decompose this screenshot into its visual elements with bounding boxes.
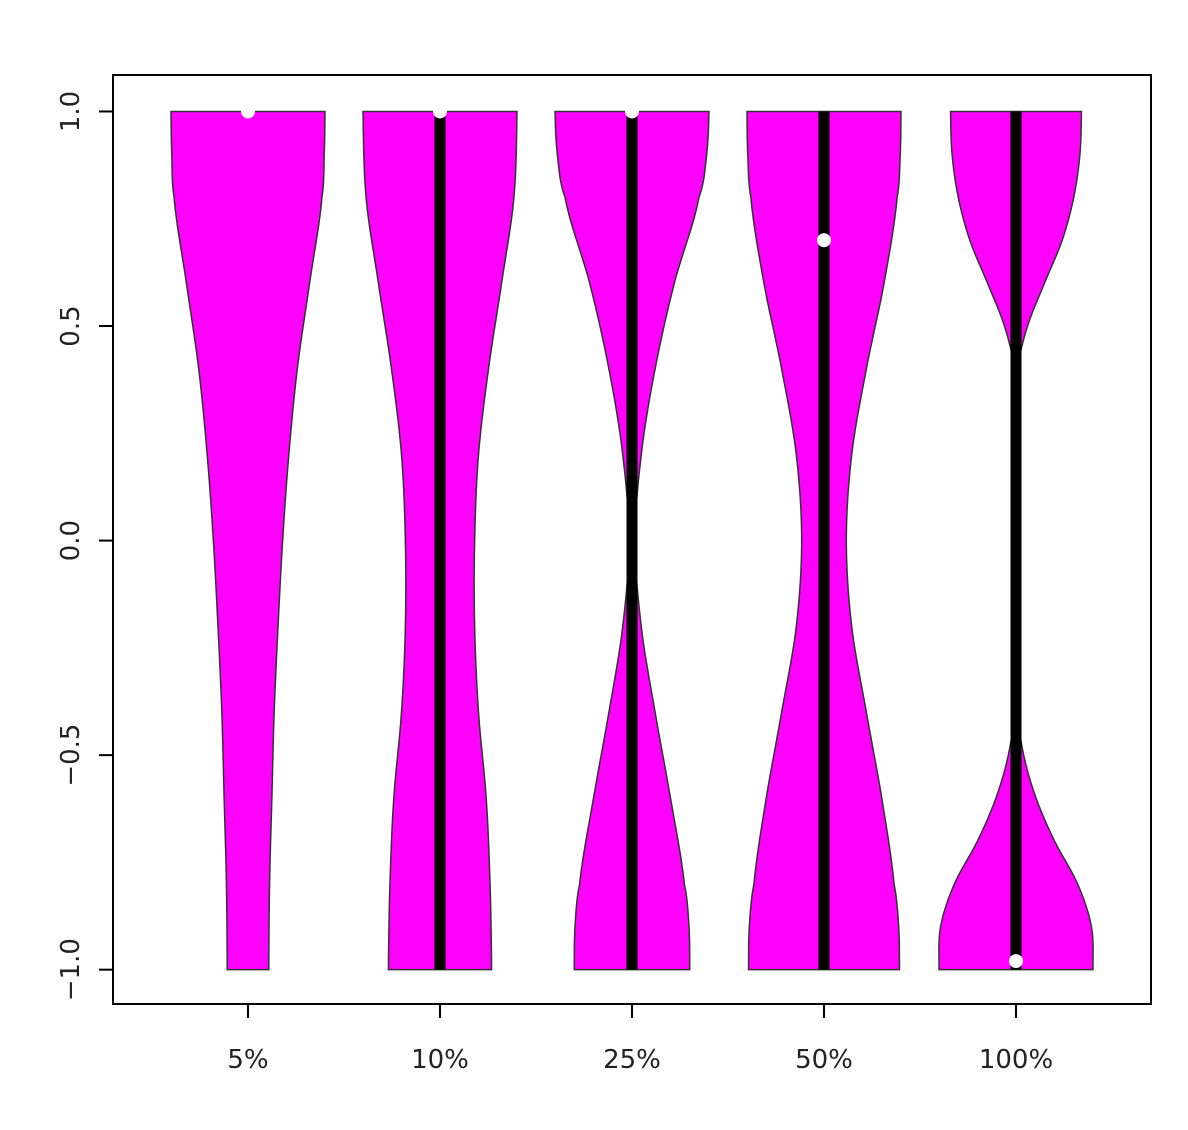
x-tick-label: 10% xyxy=(411,1045,469,1075)
x-tick-label: 100% xyxy=(979,1045,1053,1075)
iqr-bar xyxy=(1010,111,1022,970)
y-tick-label: 0.0 xyxy=(56,520,86,561)
median-point xyxy=(433,104,447,119)
x-axis: 5% 10% 25% 50% 100% xyxy=(227,1004,1053,1075)
y-tick-label: −0.5 xyxy=(56,724,86,787)
iqr-bar xyxy=(818,111,830,970)
y-axis: −1.0 −0.5 0.0 0.5 1.0 xyxy=(56,91,113,1001)
median-point xyxy=(817,233,831,248)
x-tick-label: 25% xyxy=(603,1045,661,1075)
x-tick-label: 50% xyxy=(795,1045,853,1075)
iqr-bar xyxy=(626,111,638,970)
violin-body xyxy=(170,110,326,971)
violins-group xyxy=(170,104,1094,971)
median-point xyxy=(1009,954,1023,969)
y-tick-label: 1.0 xyxy=(56,91,86,132)
median-point xyxy=(241,104,255,119)
x-tick-label: 5% xyxy=(227,1045,268,1075)
iqr-bar xyxy=(434,111,446,970)
y-tick-label: 0.5 xyxy=(56,305,86,346)
y-tick-label: −1.0 xyxy=(56,938,86,1001)
median-point xyxy=(625,104,639,119)
